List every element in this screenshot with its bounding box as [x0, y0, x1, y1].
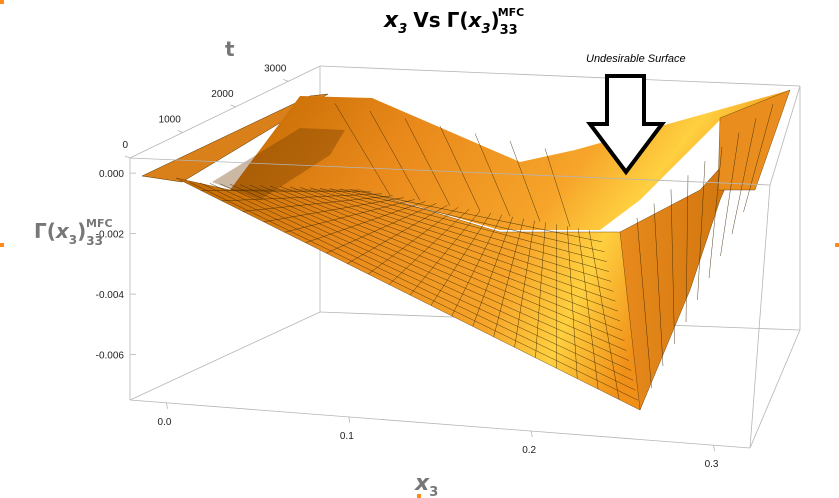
x-axis-label: x3 [414, 471, 438, 498]
t-axis-label: t [225, 37, 235, 61]
title-gamma-sub: 33 [500, 23, 518, 38]
mesh-line [636, 217, 652, 389]
mesh-line [334, 103, 391, 196]
mesh-line [493, 218, 524, 337]
mesh-line [472, 216, 513, 327]
title-gamma-close: ) [490, 8, 499, 32]
title-vs: Vs [413, 8, 440, 32]
mesh-line [369, 110, 421, 201]
t-tick-label: 2000 [211, 89, 234, 100]
z-tick-label: -0.004 [96, 290, 125, 301]
mesh-line [670, 189, 675, 345]
mesh-line [685, 175, 689, 323]
annotation-label: Undesirable Surface [586, 53, 686, 65]
t-tick-label: 0 [122, 140, 128, 151]
x-tick-mark [530, 430, 533, 438]
t-tick-label: 3000 [264, 63, 287, 74]
t-tick-mark [124, 155, 131, 159]
mesh-line [229, 183, 629, 361]
mesh-line [200, 190, 371, 193]
mesh-line [697, 160, 706, 301]
mesh-line [577, 228, 599, 390]
surface-right-tip [717, 89, 791, 191]
mesh-line [305, 201, 426, 243]
mesh-line [439, 125, 481, 212]
mesh-line [409, 210, 481, 296]
mesh-line [451, 214, 503, 317]
mesh-line [326, 203, 437, 254]
t-tick-mark [230, 104, 236, 108]
x-tick-mark [713, 445, 715, 452]
z-tick-label: 0.000 [99, 169, 124, 180]
mesh-line [199, 182, 636, 391]
mesh-line [404, 118, 451, 206]
title-gamma: Γ( [447, 8, 469, 32]
mesh-line [708, 146, 723, 279]
surface-left-flange [141, 93, 329, 183]
mesh-line [259, 185, 623, 332]
x-tick-mark [348, 416, 351, 424]
mesh-line [284, 199, 415, 233]
mesh-line [221, 193, 382, 202]
plot-box-front [129, 85, 801, 449]
title-x-var: x [383, 8, 399, 33]
t-axis: 0 1000 2000 3000 t [122, 37, 289, 159]
chart-title: x3 Vs Γ(x3)33MFC [383, 6, 524, 38]
x-tick-label: 0.1 [340, 431, 354, 442]
t-tick-mark [177, 130, 183, 133]
mesh-line [430, 212, 492, 306]
x-axis: 0.0 0.1 0.2 0.3 x3 [158, 402, 719, 498]
mesh-line [269, 185, 621, 322]
mesh-line [279, 186, 618, 312]
undesirable-surface-arrow [586, 74, 666, 176]
mesh-line [588, 230, 620, 400]
mesh-line [242, 195, 393, 212]
mesh-line [388, 208, 470, 285]
mesh-line [263, 197, 404, 223]
surface-mesh [189, 103, 774, 401]
mesh-line [567, 226, 578, 379]
t-tick-label: 1000 [159, 114, 182, 125]
mesh-line [219, 183, 632, 371]
mesh-line [544, 148, 571, 227]
mesh-line [474, 133, 511, 217]
selection-handle-right-mid[interactable] [835, 243, 839, 247]
title-gamma-sup: MFC [498, 6, 525, 19]
mesh-line [653, 203, 664, 367]
z-tick-label: -0.002 [96, 230, 125, 241]
z-tick-label: -0.006 [96, 351, 125, 362]
x-tick-label: 0.0 [158, 417, 172, 428]
z-axis-label: Γ(x3)33MFC [34, 217, 113, 248]
surface [141, 89, 791, 411]
mesh-line [514, 220, 535, 348]
mesh-line [249, 184, 625, 342]
surface-far-band [230, 90, 790, 230]
mesh-line [347, 205, 448, 264]
title-gamma-var: x [468, 8, 483, 32]
selection-handle-left-mid[interactable] [0, 243, 4, 247]
selection-handle-bottom-mid[interactable] [417, 494, 421, 498]
mesh-line [731, 118, 757, 235]
title-x-sub: 3 [398, 22, 407, 37]
mesh-line [189, 182, 638, 401]
title-gamma-var-sub: 3 [481, 22, 490, 37]
mesh-line [743, 104, 774, 213]
x-tick-mark [166, 402, 168, 409]
mesh-line [368, 206, 459, 275]
t-tick-mark [283, 78, 289, 82]
z-axis: 0.000 -0.002 -0.004 -0.006 Γ(x3)33MFC [34, 169, 136, 362]
x-tick-label: 0.2 [522, 445, 536, 456]
mesh-line [720, 132, 740, 257]
x-tick-label: 0.3 [705, 459, 719, 470]
mesh-line [535, 222, 546, 358]
mesh-line [509, 140, 541, 222]
mesh-line [209, 183, 634, 381]
mesh-line [239, 184, 627, 351]
selection-handle-left-top[interactable] [0, 0, 4, 4]
